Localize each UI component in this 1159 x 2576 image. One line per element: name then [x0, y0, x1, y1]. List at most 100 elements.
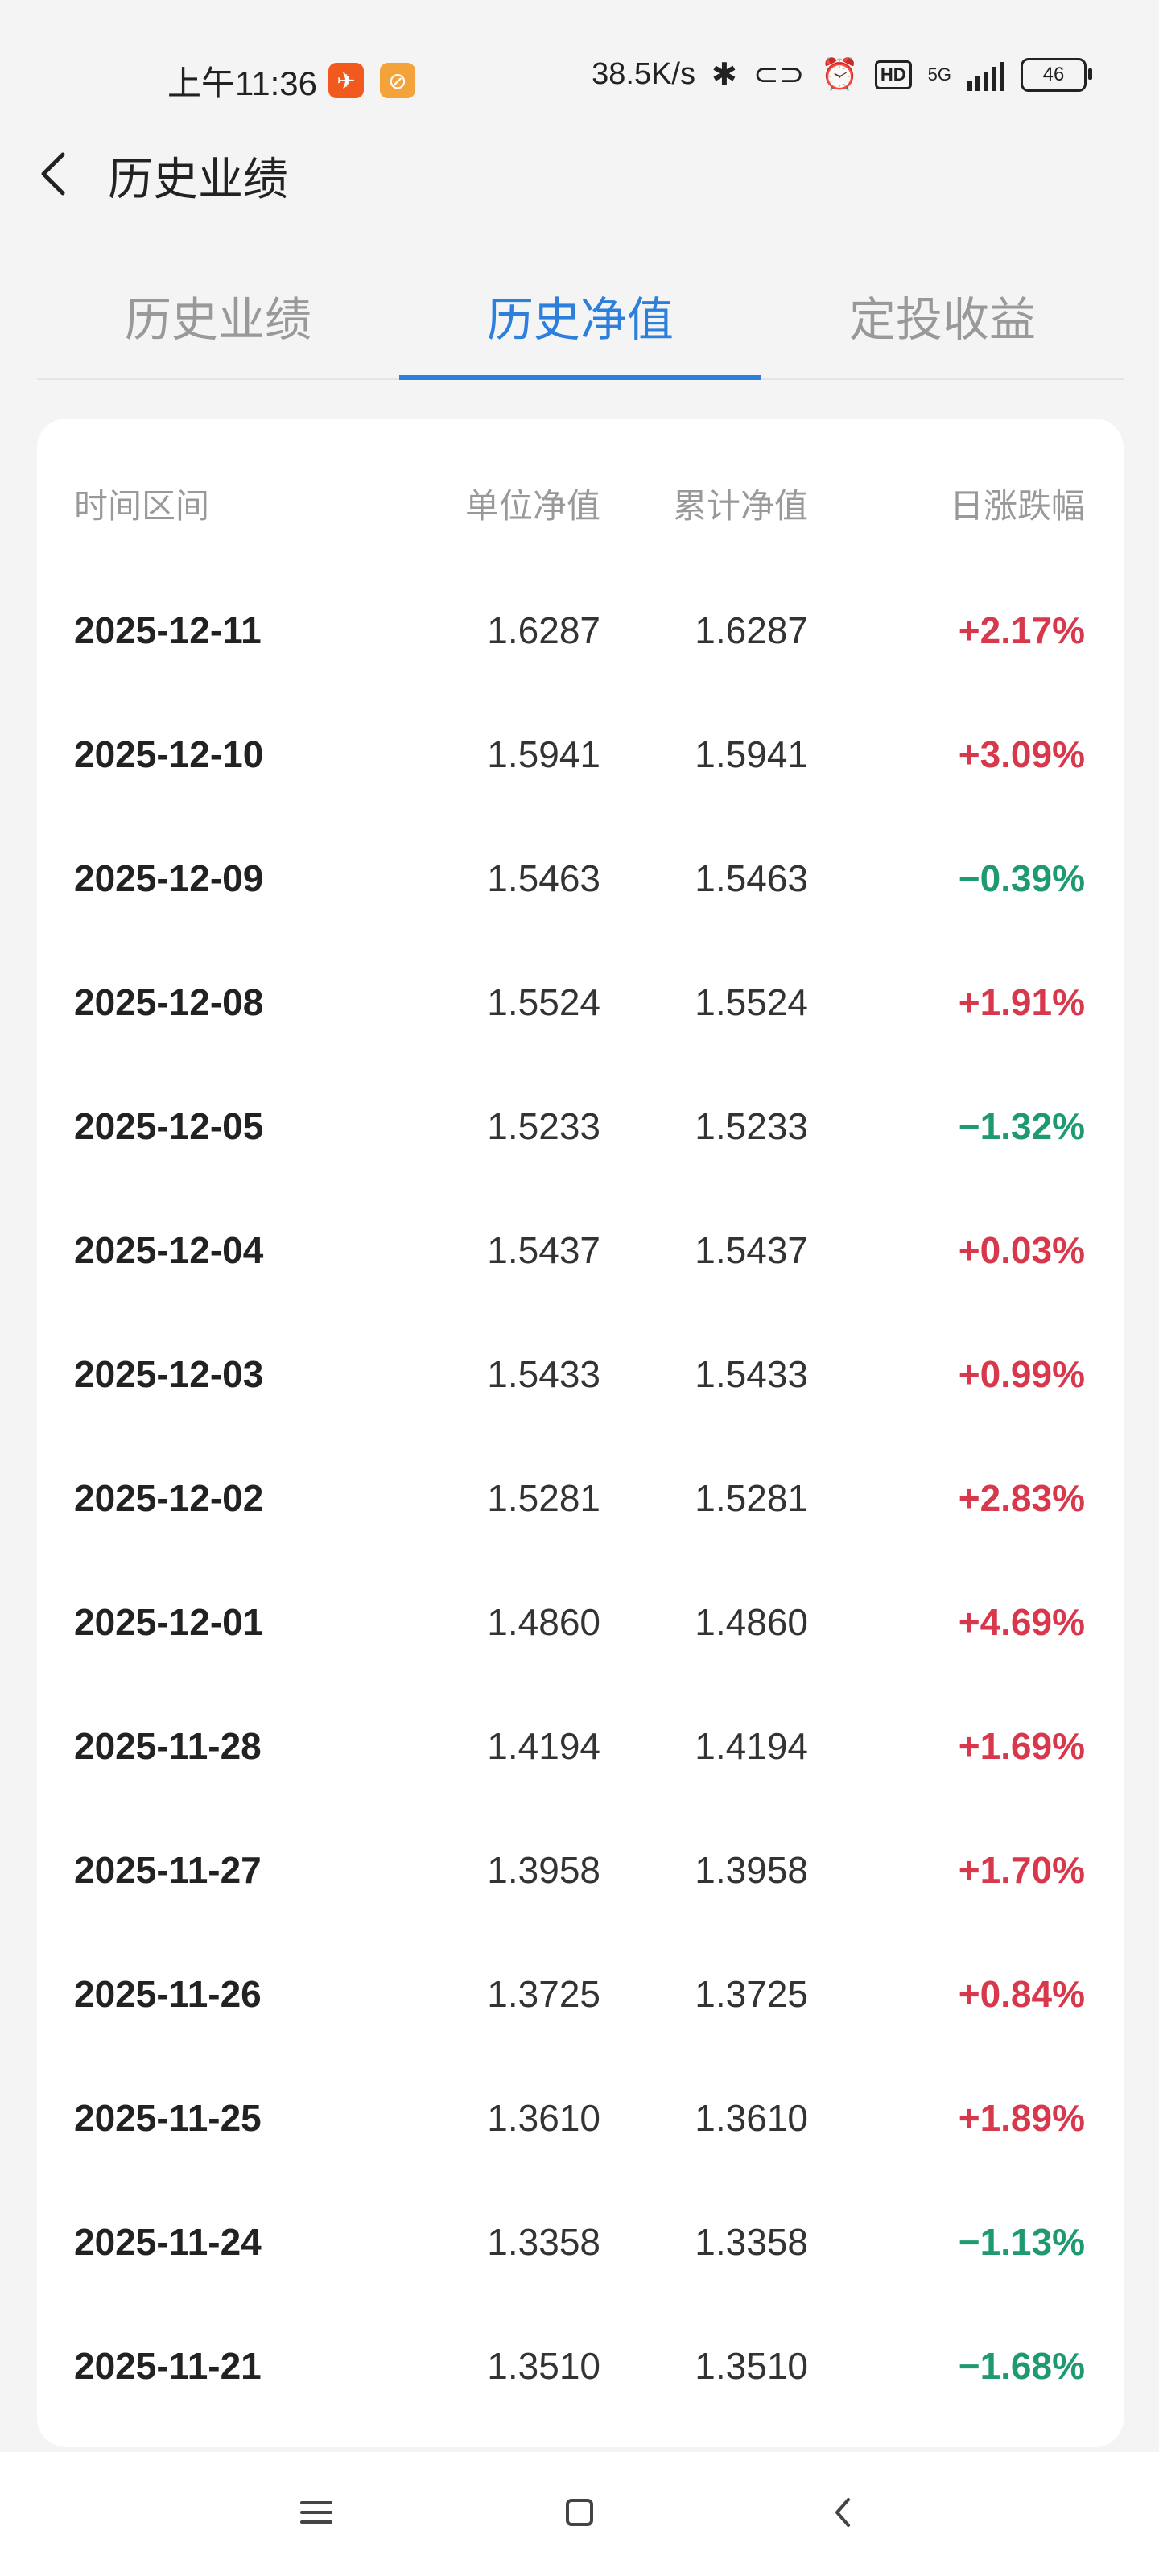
- row-date: 2025-12-01: [74, 1601, 264, 1643]
- app-notification-icon-2: ⊘: [380, 63, 415, 98]
- row-change: +2.17%: [958, 609, 1085, 651]
- row-acc-nav: 1.3741: [695, 2428, 808, 2447]
- row-date: 2025-11-27: [74, 1849, 262, 1891]
- row-unit-nav: 1.3610: [487, 2097, 600, 2139]
- row-date: 2025-12-11: [74, 609, 262, 651]
- row-date: 2025-11-28: [74, 1725, 262, 1767]
- system-nav-bar: [0, 2452, 1159, 2576]
- row-acc-nav: 1.5524: [695, 981, 808, 1023]
- row-change: +0.99%: [958, 1353, 1085, 1395]
- table-row[interactable]: 2025-12-10 1.5941 1.5941 +3.09%: [37, 692, 1124, 816]
- bluetooth-icon: ✱: [711, 58, 737, 92]
- table-row[interactable]: 2025-12-01 1.4860 1.4860 +4.69%: [37, 1560, 1124, 1684]
- row-date: 2025-12-04: [74, 1229, 264, 1271]
- row-unit-nav: 1.3958: [487, 1849, 600, 1891]
- vibrate-icon: ⊂⊃: [753, 58, 805, 92]
- row-change: −1.13%: [958, 2221, 1085, 2263]
- page-title: 历史业绩: [108, 154, 288, 204]
- tab-history-nav[interactable]: 历史净值: [399, 266, 761, 380]
- col-header-acc-nav: 累计净值: [672, 487, 808, 525]
- row-date: 2025-11-24: [74, 2221, 262, 2263]
- row-date: 2025-12-08: [74, 981, 264, 1023]
- row-unit-nav: 1.5433: [487, 1353, 600, 1395]
- row-acc-nav: 1.5463: [695, 857, 808, 899]
- table-row[interactable]: 2025-12-08 1.5524 1.5524 +1.91%: [37, 940, 1124, 1064]
- nav-table-card: 时间区间 单位净值 累计净值 日涨跌幅 2025-12-11 1.6287 1.62…: [37, 419, 1124, 2447]
- row-acc-nav: 1.5433: [695, 1353, 808, 1395]
- row-date: 2025-11-25: [74, 2097, 262, 2139]
- table-row[interactable]: 2025-11-26 1.3725 1.3725 +0.84%: [37, 1932, 1124, 2056]
- row-acc-nav: 1.4860: [695, 1601, 808, 1643]
- table-header: 时间区间 单位净值 累计净值 日涨跌幅: [37, 444, 1124, 568]
- row-acc-nav: 1.5941: [695, 733, 808, 775]
- table-row[interactable]: 2025-12-09 1.5463 1.5463 −0.39%: [37, 816, 1124, 940]
- table-row[interactable]: 2025-11-24 1.3358 1.3358 −1.13%: [37, 2180, 1124, 2304]
- row-change: +3.09%: [958, 733, 1085, 775]
- menu-icon[interactable]: [288, 2484, 344, 2541]
- row-change: +1.69%: [958, 1725, 1085, 1767]
- row-date: 2025-12-03: [74, 1353, 264, 1395]
- status-bar: 上午11:36 ✈ ⊘ 38.5K/s ✱ ⊂⊃ ⏰ HD 5G 46: [0, 0, 1159, 161]
- row-acc-nav: 1.3358: [695, 2221, 808, 2263]
- row-change: +0.84%: [958, 1973, 1085, 2015]
- row-change: +2.83%: [958, 1477, 1085, 1519]
- row-unit-nav: 1.5437: [487, 1229, 600, 1271]
- tab-sip-returns[interactable]: 定投收益: [848, 294, 1036, 346]
- table-row[interactable]: 2025-11-20 1.3741 1.3741 +1.37%: [37, 2428, 1124, 2447]
- row-unit-nav: 1.3725: [487, 1973, 600, 2015]
- battery-level: 46: [1042, 63, 1065, 85]
- table-row[interactable]: 2025-11-25 1.3610 1.3610 +1.89%: [37, 2056, 1124, 2180]
- row-unit-nav: 1.3358: [487, 2221, 600, 2263]
- row-acc-nav: 1.5437: [695, 1229, 808, 1271]
- table-row[interactable]: 2025-11-28 1.4194 1.4194 +1.69%: [37, 1684, 1124, 1808]
- row-date: 2025-12-09: [74, 857, 264, 899]
- status-indicators: 38.5K/s ✱ ⊂⊃ ⏰ HD 5G 46: [592, 56, 1092, 93]
- col-header-unit-nav: 单位净值: [464, 487, 600, 525]
- row-change: +1.37%: [959, 2428, 1085, 2447]
- app-notification-icon: ✈: [328, 63, 364, 98]
- table-row[interactable]: 2025-12-03 1.5433 1.5433 +0.99%: [37, 1312, 1124, 1436]
- back-nav-icon[interactable]: [815, 2484, 871, 2541]
- row-unit-nav: 1.3741: [487, 2428, 600, 2447]
- row-acc-nav: 1.3725: [695, 1973, 808, 2015]
- row-date: 2025-12-05: [74, 1105, 264, 1147]
- col-header-change: 日涨跌幅: [949, 487, 1085, 525]
- row-change: +0.03%: [958, 1229, 1085, 1271]
- row-acc-nav: 1.3958: [695, 1849, 808, 1891]
- status-time: 上午11:36: [167, 64, 317, 102]
- table-row[interactable]: 2025-12-04 1.5437 1.5437 +0.03%: [37, 1188, 1124, 1312]
- network-type: 5G: [927, 64, 951, 85]
- row-date: 2025-11-26: [74, 1973, 262, 2015]
- row-date: 2025-11-20: [74, 2428, 262, 2447]
- row-date: 2025-12-02: [74, 1477, 264, 1519]
- network-speed: 38.5K/s: [592, 57, 695, 91]
- row-unit-nav: 1.4860: [487, 1601, 600, 1643]
- row-change: −1.32%: [958, 1105, 1085, 1147]
- battery-icon: 46: [1021, 57, 1092, 92]
- table-row[interactable]: 2025-11-21 1.3510 1.3510 −1.68%: [37, 2304, 1124, 2428]
- tab-history-performance[interactable]: 历史业绩: [124, 294, 311, 346]
- row-date: 2025-12-10: [74, 733, 264, 775]
- row-change: +1.89%: [958, 2097, 1085, 2139]
- row-acc-nav: 1.5281: [695, 1477, 808, 1519]
- row-unit-nav: 1.6287: [487, 609, 600, 651]
- row-acc-nav: 1.6287: [695, 609, 808, 651]
- row-unit-nav: 1.5233: [487, 1105, 600, 1147]
- home-icon[interactable]: [551, 2484, 608, 2541]
- back-icon[interactable]: [32, 150, 80, 198]
- row-unit-nav: 1.5463: [487, 857, 600, 899]
- table-row[interactable]: 2025-12-05 1.5233 1.5233 −1.32%: [37, 1064, 1124, 1188]
- row-acc-nav: 1.3610: [695, 2097, 808, 2139]
- table-row[interactable]: 2025-11-27 1.3958 1.3958 +1.70%: [37, 1808, 1124, 1932]
- row-unit-nav: 1.5281: [487, 1477, 600, 1519]
- row-change: +4.69%: [958, 1601, 1085, 1643]
- row-change: −1.68%: [958, 2345, 1085, 2387]
- row-unit-nav: 1.4194: [487, 1725, 600, 1767]
- signal-icon: [967, 59, 1004, 91]
- row-unit-nav: 1.3510: [487, 2345, 600, 2387]
- col-header-date: 时间区间: [74, 487, 210, 525]
- table-row[interactable]: 2025-12-11 1.6287 1.6287 +2.17%: [37, 568, 1124, 692]
- table-row[interactable]: 2025-12-02 1.5281 1.5281 +2.83%: [37, 1436, 1124, 1560]
- row-date: 2025-11-21: [74, 2345, 262, 2387]
- row-unit-nav: 1.5941: [487, 733, 600, 775]
